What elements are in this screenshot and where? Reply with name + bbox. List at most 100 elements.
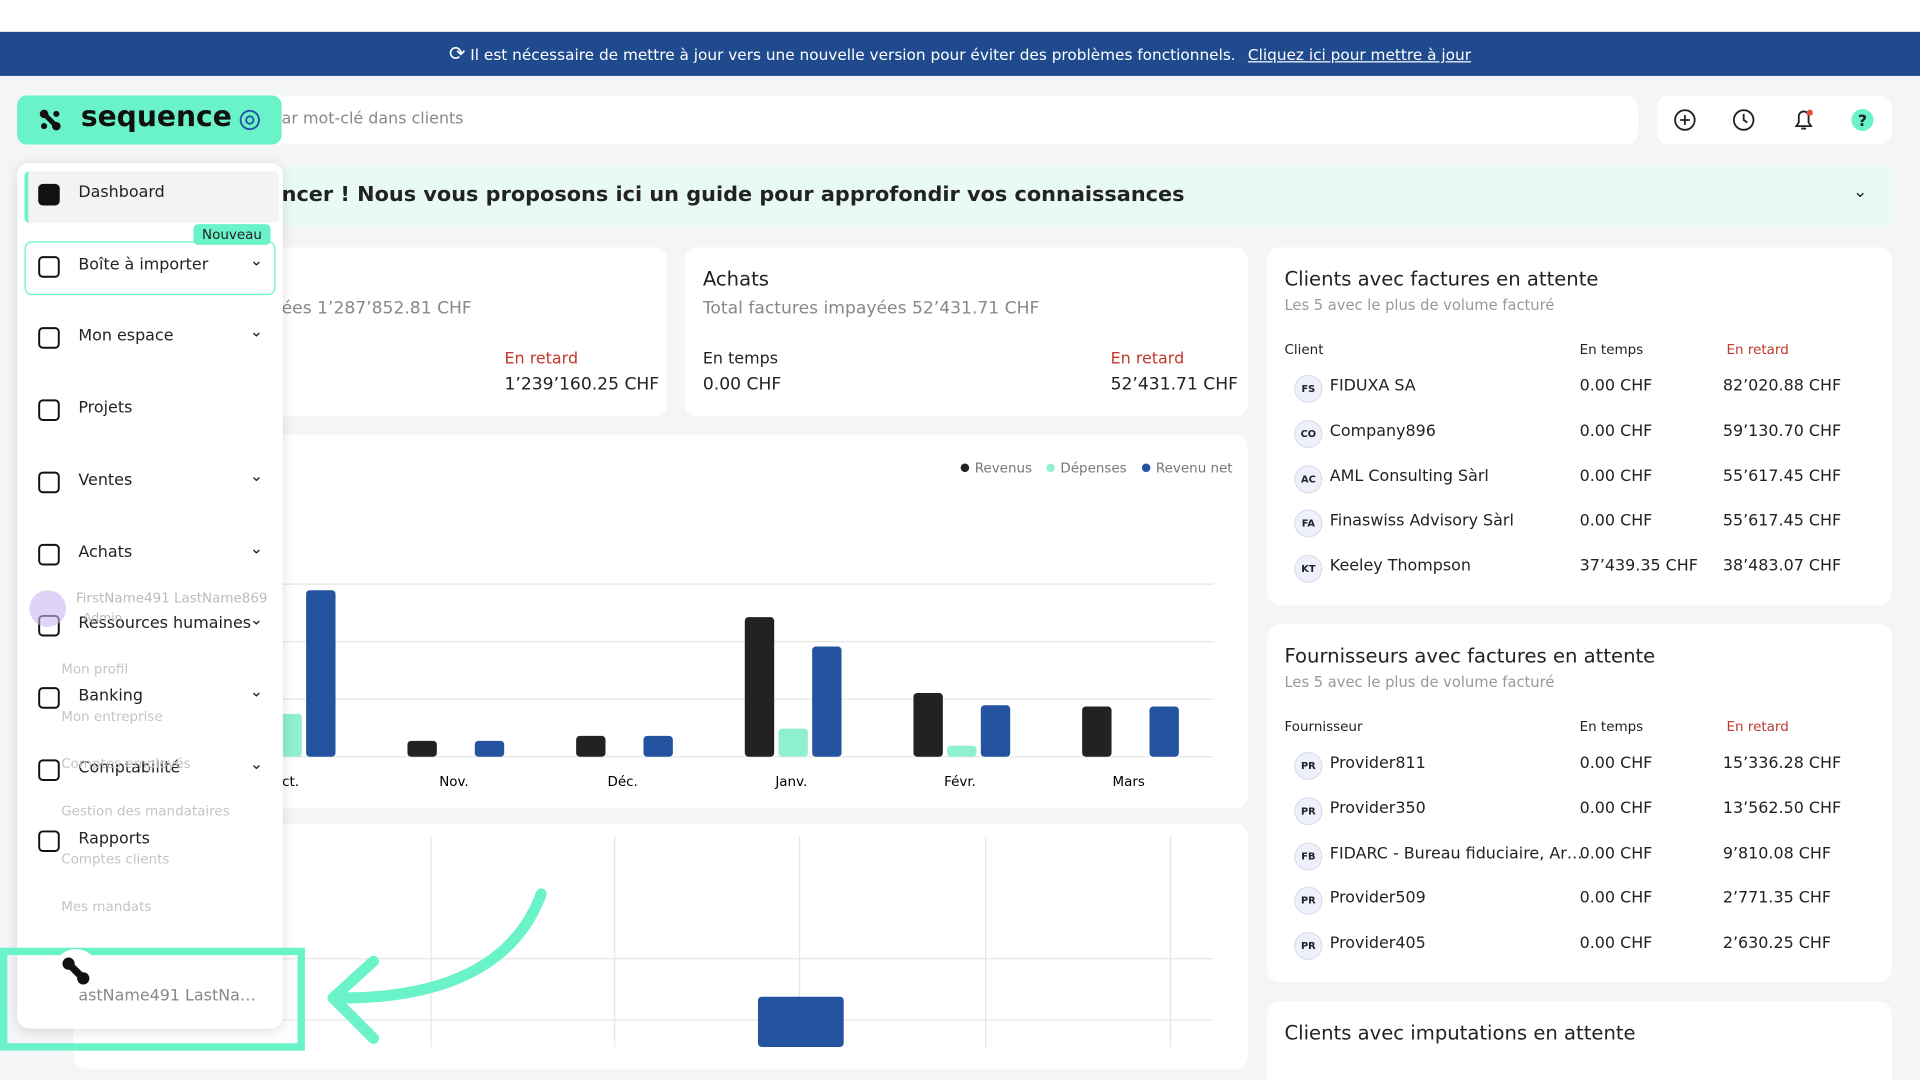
chevron: ⌄ [249, 467, 264, 486]
icon-shape [38, 543, 60, 565]
icon-shape [38, 471, 60, 493]
legend-label: Dépenses [1060, 461, 1126, 477]
purchases-card: Achats Total factures impayées 52’431.71… [684, 247, 1248, 417]
menu-label[interactable]: Comptabilité [78, 758, 181, 778]
menu-icon [38, 687, 60, 709]
icon-shape [38, 327, 60, 350]
on-time-value: 0.00 CHF [1579, 934, 1653, 953]
chevron: ⌄ [1852, 182, 1868, 203]
menu-icon [38, 543, 60, 565]
guide-banner[interactable]: ncer ! Nous vous proposons ici un guide … [281, 165, 1892, 227]
active-item[interactable] [24, 171, 280, 223]
on-time-value: 0.00 CHF [1579, 467, 1653, 486]
menu-label[interactable]: Boîte à importer [78, 255, 209, 274]
user-footer[interactable]: astName491 LastNa… [78, 986, 256, 1006]
legend-label: Revenus [975, 462, 1032, 477]
initials-badge: FA [1294, 509, 1323, 539]
late-label: En retard [504, 350, 579, 369]
icon-shape [38, 758, 60, 781]
row-name[interactable]: Finaswiss Advisory Sàrl [1329, 512, 1514, 531]
on-time-value: 0.00 CHF [1579, 377, 1653, 396]
user-menu-item[interactable]: Mon profil [61, 661, 129, 678]
icon-shape [38, 830, 60, 853]
menu-label[interactable]: Ventes [78, 471, 133, 490]
row-name[interactable]: FIDUXA SA [1329, 377, 1416, 396]
menu-label[interactable]: Projets [78, 399, 133, 418]
menu-label[interactable]: Dashboard [78, 183, 165, 203]
row-name[interactable]: Keeley Thompson [1329, 557, 1472, 576]
row-name[interactable]: FIDARC - Bureau fiduciaire, Ar… [1329, 844, 1583, 863]
chevron: ⌄ [249, 683, 264, 702]
legend-dot [960, 463, 970, 473]
menu-icon [38, 399, 60, 422]
on-time-value: 0.00 CHF [1579, 512, 1653, 531]
sales-total: ées 1’287’852.81 CHF [281, 298, 472, 319]
menu-label[interactable]: Ressources humaines [78, 614, 252, 634]
row-name[interactable]: Provider350 [1329, 799, 1426, 818]
late-value: 9’810.08 CHF [1722, 844, 1832, 863]
chevron: ⌄ [249, 611, 264, 630]
row-name[interactable]: Provider405 [1329, 934, 1426, 953]
banner-link[interactable]: Cliquez ici pour mettre à jour [1247, 45, 1471, 64]
bar [913, 693, 943, 757]
bar [1082, 706, 1112, 757]
banner-message: Il est nécessaire de mettre à jour vers … [470, 45, 1236, 64]
icon-shape [38, 255, 60, 278]
late-value: 55’617.45 CHF [1722, 467, 1842, 486]
on-time-label: En temps [702, 350, 779, 369]
late-value: 38’483.07 CHF [1722, 557, 1842, 576]
user-menu-item[interactable]: Comptes clients [61, 850, 170, 867]
initials-badge: CO [1294, 419, 1323, 448]
help-icon[interactable] [1851, 108, 1874, 132]
top-strip [0, 0, 1920, 32]
user-menu-item[interactable]: Comptes employés [61, 755, 191, 772]
on-time-value: 37’439.35 CHF [1579, 557, 1698, 576]
user-menu-item[interactable]: Gestion des mandataires [61, 803, 230, 820]
initials-badge: FB [1294, 841, 1323, 871]
import-box[interactable] [24, 240, 276, 295]
row-name[interactable]: Provider811 [1329, 754, 1426, 773]
user-menu-item[interactable]: Mon entreprise [61, 708, 163, 725]
initials-badge: AC [1294, 464, 1323, 493]
initials-badge: PR [1294, 751, 1323, 781]
menu-icon [38, 327, 60, 350]
chevron: ⌄ [249, 251, 264, 271]
column-header: En retard [1726, 341, 1789, 358]
menu-label[interactable]: Banking [78, 686, 143, 706]
icon-shape [38, 687, 60, 709]
menu-label[interactable]: Achats [78, 543, 133, 562]
x-tick-label: Févr. [944, 774, 976, 790]
svg-text:?: ? [1858, 111, 1867, 130]
column-header: En temps [1579, 341, 1644, 358]
row-name[interactable]: Provider509 [1329, 889, 1426, 908]
bell-icon[interactable] [1794, 110, 1813, 130]
bar [643, 735, 673, 757]
row-name[interactable]: Company896 [1329, 422, 1436, 441]
icons: ? [1674, 108, 1874, 132]
logo[interactable]: sequence [17, 95, 282, 145]
x-tick-label: Nov. [439, 775, 469, 790]
on-time-value: 0.00 CHF [1579, 844, 1653, 863]
logo-badge [239, 109, 260, 131]
add-icon[interactable] [1674, 109, 1696, 131]
badge: Nouveau [193, 223, 271, 245]
on-time-value: 0.00 CHF [1579, 799, 1653, 818]
search-bar[interactable]: ar mot-clé dans clients [17, 95, 1639, 145]
card-title: Clients avec imputations en attente [1284, 1021, 1636, 1045]
card-subtitle: Les 5 avec le plus de volume facturé [1284, 673, 1555, 691]
late-value: 1’239’160.25 CHF [504, 374, 660, 395]
initials-badge: PR [1294, 796, 1323, 826]
menu-label[interactable]: Mon espace [78, 327, 174, 346]
row-name[interactable]: AML Consulting Sàrl [1329, 467, 1489, 486]
icon-shape [38, 183, 60, 206]
menu-label[interactable]: Rapports [78, 830, 150, 849]
menu-icon [38, 255, 60, 278]
bar [1149, 706, 1179, 757]
menu-icon [38, 471, 60, 493]
late-value: 15’336.28 CHF [1722, 754, 1842, 773]
on-time-value: 0.00 CHF [1579, 754, 1653, 773]
user-menu-item[interactable]: Mes mandats [61, 898, 152, 915]
history-icon[interactable] [1732, 109, 1755, 131]
chevron: ⌄ [249, 755, 264, 774]
